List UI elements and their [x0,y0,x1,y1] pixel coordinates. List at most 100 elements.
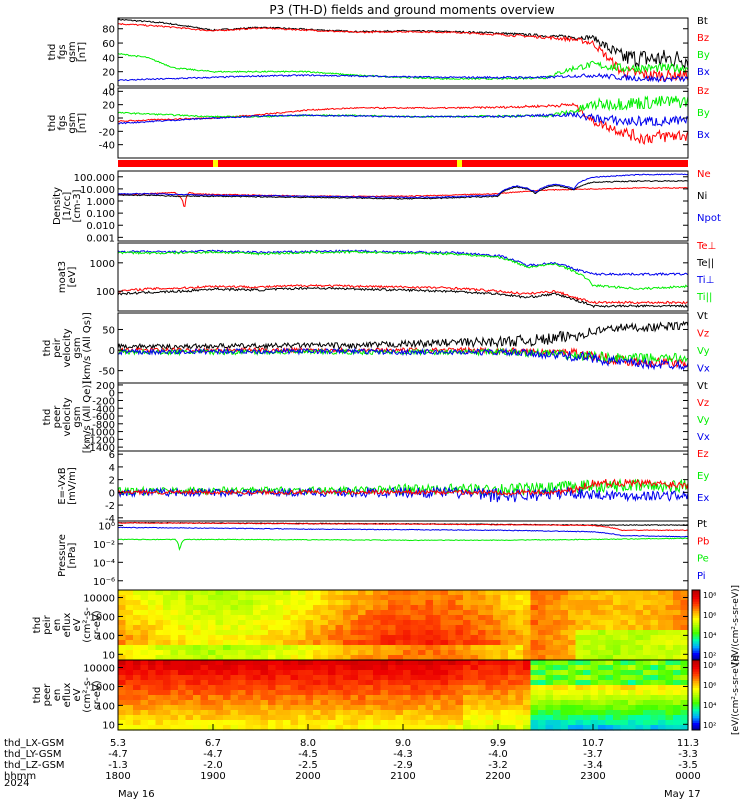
heatmap-cell [605,670,614,676]
heatmap-cell [658,690,667,696]
heatmap-cell [185,590,194,596]
heatmap-cell [133,600,142,606]
time-row-label: thd_LY-GSM [4,749,61,760]
y-tick-label: -2 [105,501,115,512]
heatmap-cell [605,620,614,626]
heatmap-cell [260,645,269,651]
heatmap-cell [335,620,344,626]
heatmap-cell [433,605,442,611]
heatmap-cell [605,685,614,691]
heatmap-cell [523,655,532,661]
heatmap-cell [605,655,614,661]
heatmap-cell [575,700,584,706]
heatmap-cell [448,650,457,656]
time-row-value: -4.7 [108,749,128,760]
heatmap-cell [388,720,397,726]
heatmap-cell [118,615,127,621]
heatmap-cell [320,665,329,671]
colorbar-cell [692,597,700,600]
heatmap-cell [185,615,194,621]
heatmap-cell [508,625,517,631]
heatmap-cell [238,625,247,631]
heatmap-cell [410,695,419,701]
colorbar-cell [692,671,700,675]
y-axis-label: [km/s (All Qe)] [82,381,93,454]
heatmap-cell [568,695,577,701]
heatmap-cell [568,600,577,606]
heatmap-cell [658,620,667,626]
heatmap-cell [500,710,509,716]
heatmap-cell [673,695,682,701]
heatmap-cell [253,610,262,616]
heatmap-cell [553,640,562,646]
heatmap-cell [508,715,517,721]
heatmap-cell [320,710,329,716]
heatmap-cell [223,710,232,716]
heatmap-cell [185,645,194,651]
heatmap-cell [223,610,232,616]
heatmap-cell [185,705,194,711]
heatmap-cell [148,605,157,611]
heatmap-cell [260,650,269,656]
time-row-value: -4.7 [203,749,223,760]
heatmap-cell [583,630,592,636]
colorbar-tick-label: 10⁶ [703,681,716,690]
heatmap-cell [448,610,457,616]
heatmap-cell [125,680,134,686]
heatmap-cell [373,710,382,716]
heatmap-cell [275,695,284,701]
heatmap-cell [193,720,202,726]
heatmap-cell [403,670,412,676]
heatmap-cell [238,695,247,701]
heatmap-cell [328,705,337,711]
heatmap-cell [628,710,637,716]
heatmap-cell [268,655,277,661]
colorbar-cell [692,718,700,722]
heatmap-cell [395,630,404,636]
heatmap-cell [155,590,164,596]
heatmap-cell [155,655,164,661]
heatmap-cell [590,685,599,691]
heatmap-cell [620,675,629,681]
heatmap-cell [425,685,434,691]
heatmap-cell [568,595,577,601]
y-axis-label: [cm-3] [72,189,83,222]
heatmap-cell [545,675,554,681]
heatmap-cell [418,710,427,716]
heatmap-cell [478,700,487,706]
heatmap-cell [418,660,427,666]
heatmap-cell [470,725,479,731]
colorbar-cell [692,641,700,645]
heatmap-cell [680,640,689,646]
heatmap-cell [335,625,344,631]
heatmap-cell [343,650,352,656]
heatmap-cell [335,675,344,681]
heatmap-cell [200,600,209,606]
y-tick-label: -200 [92,396,115,407]
heatmap-cell [373,600,382,606]
heatmap-cell [350,625,359,631]
heatmap-cell [680,630,689,636]
heatmap-cell [230,630,239,636]
heatmap-cell [200,665,209,671]
heatmap-cell [313,720,322,726]
heatmap-cell [440,720,449,726]
heatmap-cell [478,725,487,731]
heatmap-cell [185,685,194,691]
heatmap-cell [230,650,239,656]
colorbar-cell [692,608,700,612]
heatmap-cell [658,725,667,731]
heatmap-cell [208,610,217,616]
heatmap-cell [133,615,142,621]
heatmap-cell [320,725,329,731]
heatmap-cell [545,710,554,716]
series-line-Bx [117,72,689,83]
heatmap-cell [500,680,509,686]
heatmap-cell [635,710,644,716]
colorbar-cell [692,664,700,668]
heatmap-cell [298,680,307,686]
heatmap-cell [575,590,584,596]
heatmap-cell [410,670,419,676]
heatmap-cell [448,715,457,721]
